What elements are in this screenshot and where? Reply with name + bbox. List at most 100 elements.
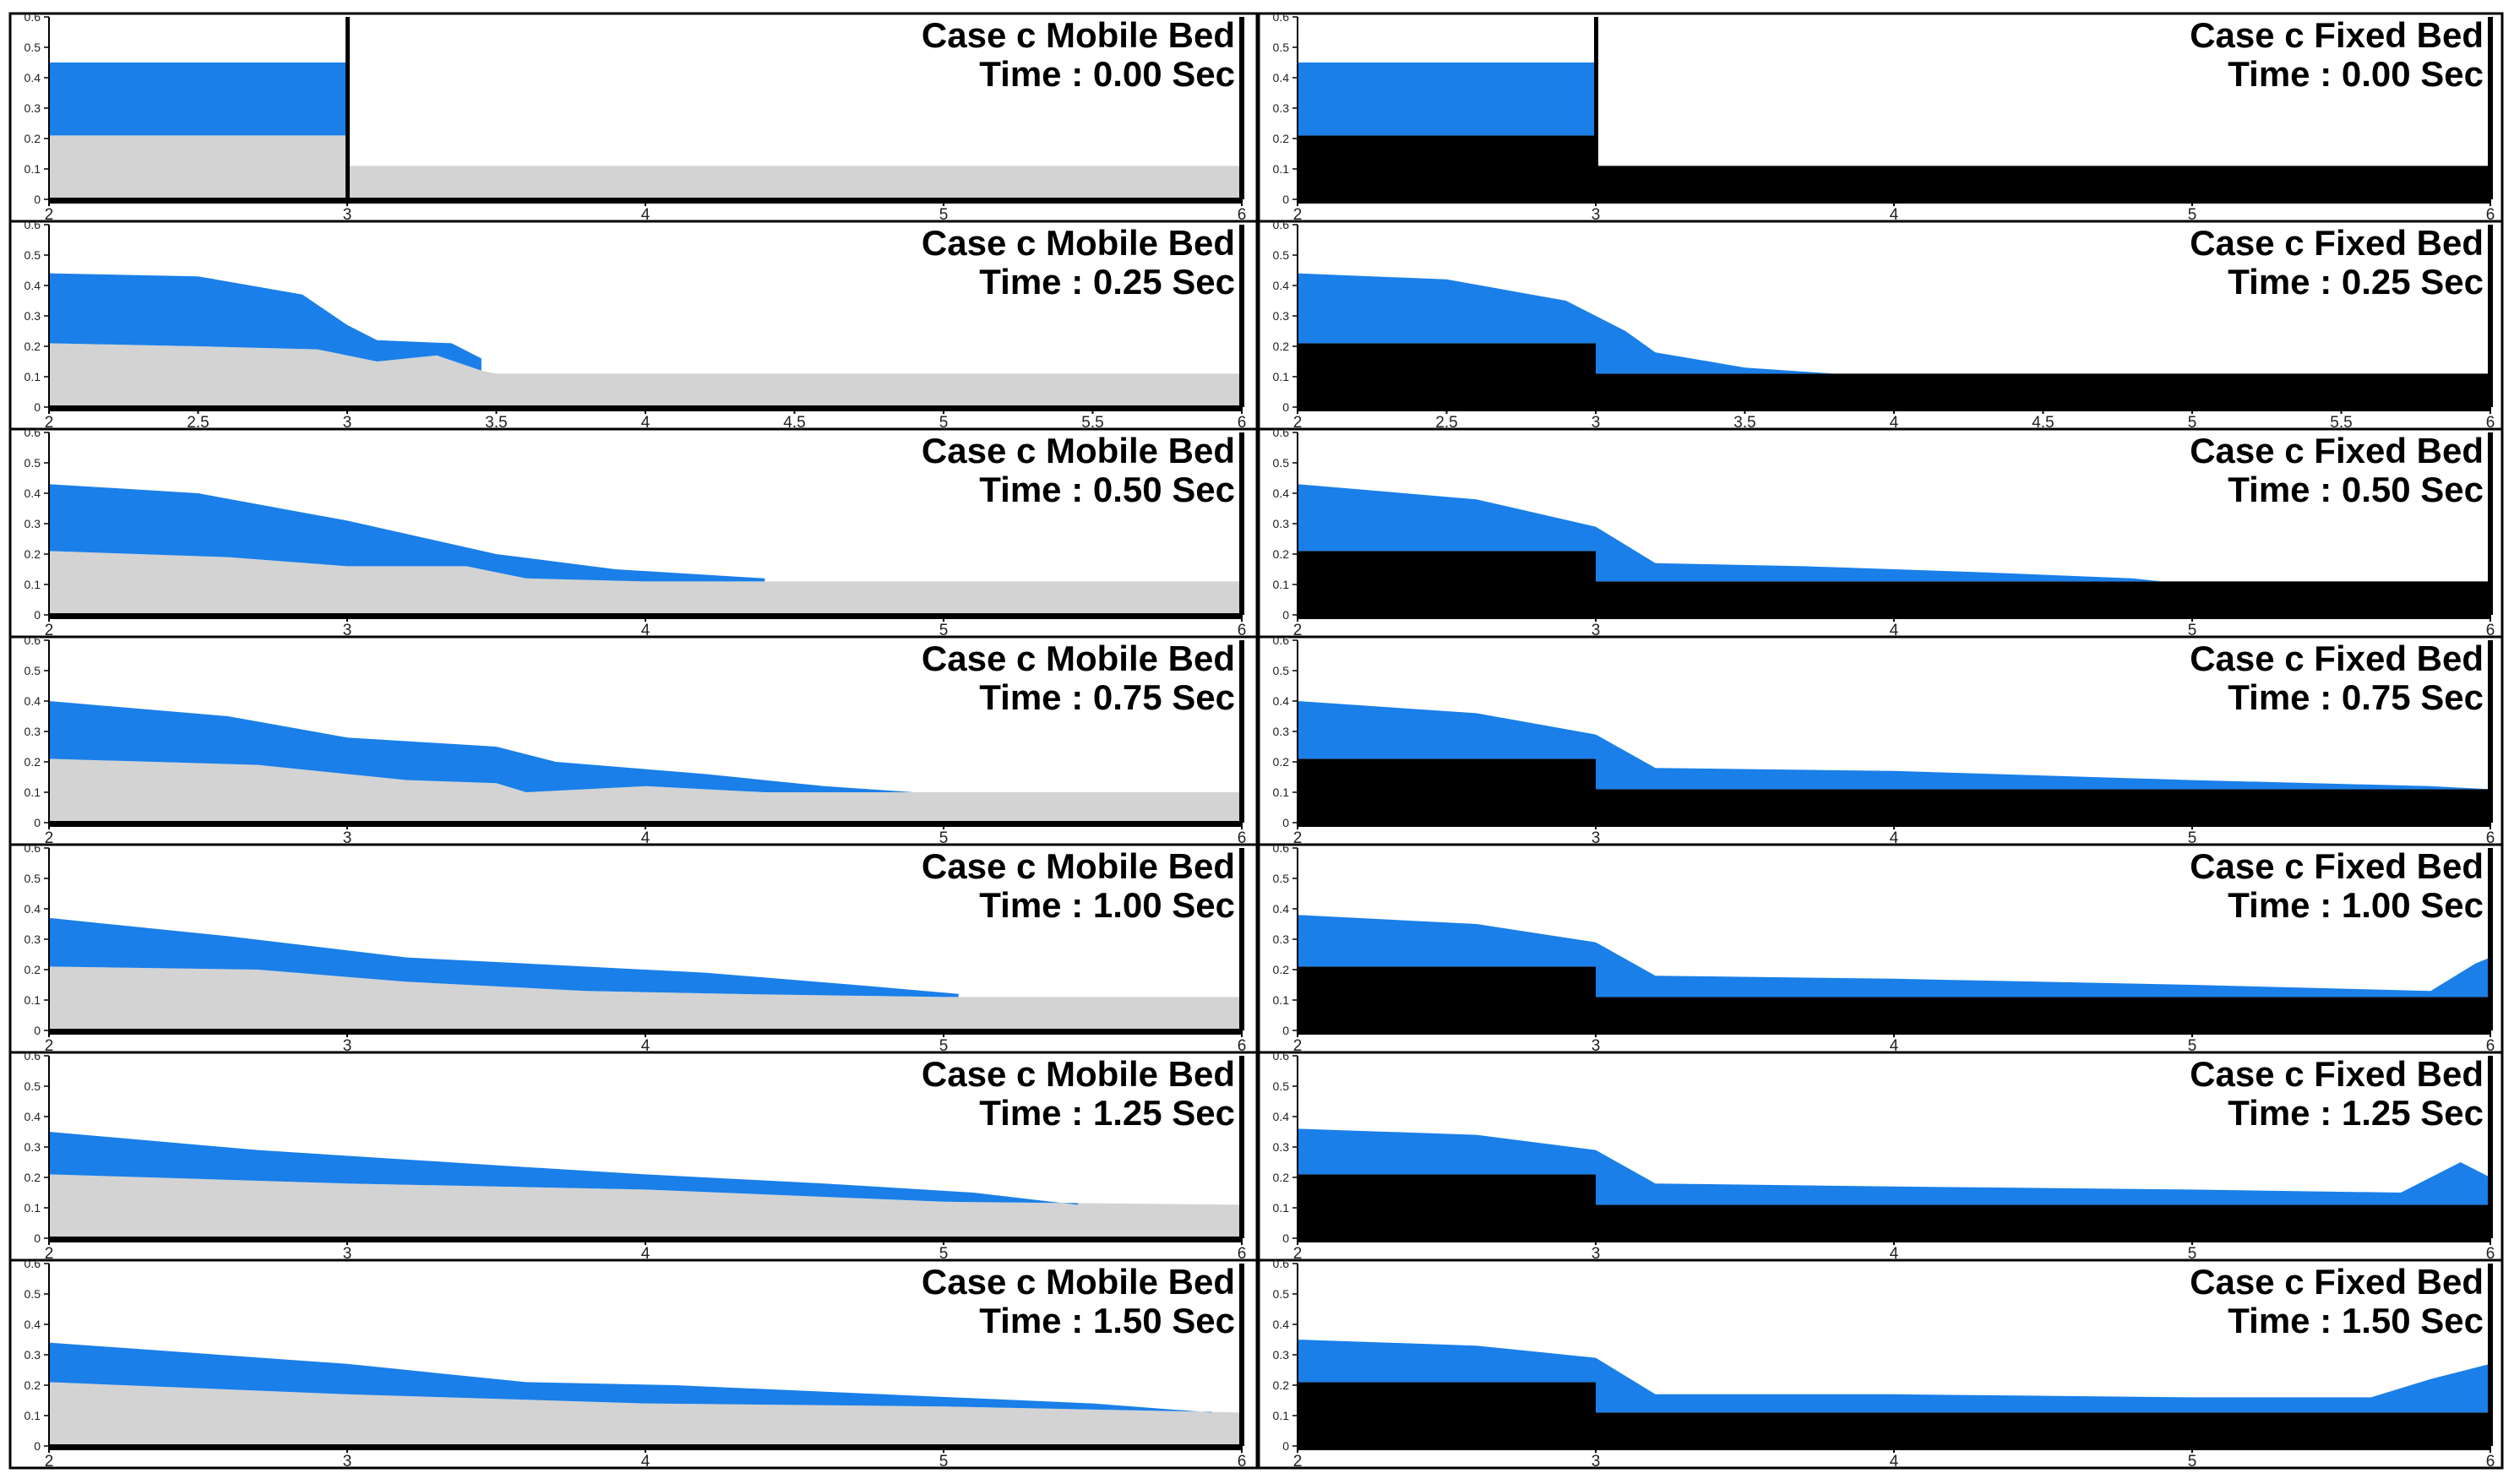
x-tick-label: 4 bbox=[641, 829, 650, 847]
x-tick-label: 3 bbox=[343, 414, 352, 432]
mobile-bed-sediment bbox=[49, 551, 1242, 615]
x-tick-label: 5 bbox=[939, 1453, 949, 1470]
case-label: Case c Fixed Bed bbox=[2190, 223, 2484, 263]
x-tick-label: 3 bbox=[1592, 1245, 1601, 1263]
time-label: Time : 1.25 Sec bbox=[2228, 1093, 2484, 1133]
y-tick-label: 0.3 bbox=[24, 1348, 41, 1362]
y-tick-label: 0.2 bbox=[24, 340, 41, 353]
y-tick-label: 0.5 bbox=[1273, 1287, 1290, 1301]
x-tick-label: 4 bbox=[641, 414, 650, 432]
x-tick-label: 3 bbox=[343, 1453, 352, 1470]
y-tick-label: 0 bbox=[34, 816, 41, 829]
x-tick-label: 2 bbox=[1293, 1245, 1303, 1263]
y-tick-label: 0.6 bbox=[1273, 426, 1290, 439]
x-tick-label: 5 bbox=[2188, 206, 2197, 224]
y-tick-label: 0.6 bbox=[1273, 633, 1290, 647]
y-tick-label: 0 bbox=[1282, 1231, 1289, 1245]
x-tick-label: 3 bbox=[1592, 1453, 1601, 1470]
y-tick-label: 0.5 bbox=[24, 1287, 41, 1301]
case-label: Case c Mobile Bed bbox=[922, 639, 1235, 678]
x-tick-label: 4 bbox=[641, 1245, 650, 1263]
panel-mobile-row-4: 0 0.1 0.2 0.3 0.4 0.5 0.6 2 3 4 5 6 Case c Mobile Be… bbox=[8, 841, 1259, 1055]
x-tick-label: 4 bbox=[641, 206, 650, 224]
x-tick-label: 5 bbox=[939, 414, 949, 432]
x-tick-label: 6 bbox=[2486, 829, 2495, 847]
y-tick-label: 0.4 bbox=[24, 279, 41, 292]
x-tick-label: 5 bbox=[2188, 1245, 2197, 1263]
x-tick-label: 5.5 bbox=[2330, 414, 2352, 432]
y-tick-label: 0.3 bbox=[1273, 101, 1290, 115]
y-tick-label: 0.1 bbox=[1273, 578, 1290, 591]
panel-fixed-row-1: 0 0.1 0.2 0.3 0.4 0.5 0.6 2 2.5 3 3.5 4 4.5 5 5.5 6 Case… bbox=[1257, 218, 2504, 432]
y-tick-label: 0.1 bbox=[24, 785, 41, 799]
x-tick-label: 4.5 bbox=[783, 414, 805, 432]
y-tick-label: 0.2 bbox=[24, 547, 41, 561]
water-body bbox=[1298, 701, 2490, 790]
time-label: Time : 0.25 Sec bbox=[2228, 262, 2484, 302]
channel-end-wall bbox=[1239, 1264, 1244, 1446]
y-tick-label: 0.3 bbox=[1273, 932, 1290, 946]
time-label: Time : 0.50 Sec bbox=[2228, 470, 2484, 509]
x-tick-label: 3 bbox=[1592, 622, 1601, 639]
time-label: Time : 1.50 Sec bbox=[2228, 1301, 2484, 1340]
panel-fixed-row-4: 0 0.1 0.2 0.3 0.4 0.5 0.6 2 3 4 5 6 Case c Fixed Bed… bbox=[1257, 841, 2504, 1055]
time-label: Time : 1.25 Sec bbox=[979, 1093, 1235, 1133]
y-tick-label: 0.6 bbox=[1273, 218, 1290, 231]
y-tick-label: 0 bbox=[1282, 1024, 1289, 1037]
case-label: Case c Mobile Bed bbox=[922, 431, 1235, 470]
y-tick-label: 0.1 bbox=[1273, 370, 1290, 383]
case-label: Case c Fixed Bed bbox=[2190, 431, 2484, 470]
channel-end-wall bbox=[1239, 17, 1244, 199]
y-tick-label: 0 bbox=[34, 193, 41, 206]
y-tick-label: 0.5 bbox=[24, 872, 41, 885]
y-tick-label: 0.1 bbox=[24, 993, 41, 1007]
y-tick-label: 0.3 bbox=[24, 517, 41, 530]
case-label: Case c Mobile Bed bbox=[922, 1262, 1235, 1302]
y-tick-label: 0.1 bbox=[1273, 162, 1290, 176]
y-tick-label: 0 bbox=[1282, 400, 1289, 414]
x-tick-label: 6 bbox=[1238, 622, 1247, 639]
x-tick-label: 5 bbox=[2188, 829, 2197, 847]
y-tick-label: 0.2 bbox=[1273, 755, 1290, 769]
x-tick-label: 5 bbox=[2188, 414, 2197, 432]
x-tick-label: 4 bbox=[641, 1037, 650, 1055]
y-tick-label: 0.2 bbox=[24, 132, 41, 145]
y-tick-label: 0 bbox=[1282, 816, 1289, 829]
x-tick-label: 3 bbox=[1592, 1037, 1601, 1055]
channel-end-wall bbox=[2488, 640, 2493, 823]
channel-end-wall bbox=[2488, 225, 2493, 407]
y-tick-label: 0.1 bbox=[1273, 993, 1290, 1007]
x-tick-label: 2 bbox=[1293, 414, 1303, 432]
y-tick-label: 0.2 bbox=[1273, 132, 1290, 145]
y-tick-label: 0.2 bbox=[1273, 1171, 1290, 1184]
y-tick-label: 0.5 bbox=[24, 1079, 41, 1093]
case-label: Case c Fixed Bed bbox=[2190, 1054, 2484, 1094]
x-tick-label: 6 bbox=[2486, 1245, 2495, 1263]
y-tick-label: 0.3 bbox=[24, 309, 41, 323]
case-label: Case c Fixed Bed bbox=[2190, 846, 2484, 886]
x-tick-label: 2 bbox=[45, 829, 54, 847]
x-tick-label: 6 bbox=[1238, 1245, 1247, 1263]
panel-frame bbox=[1257, 1258, 2504, 1470]
y-tick-label: 0.3 bbox=[1273, 309, 1290, 323]
y-tick-label: 0.1 bbox=[24, 162, 41, 176]
y-tick-label: 0.4 bbox=[24, 71, 41, 84]
y-tick-label: 0 bbox=[34, 400, 41, 414]
time-label: Time : 1.50 Sec bbox=[979, 1301, 1235, 1340]
x-tick-label: 3 bbox=[343, 829, 352, 847]
time-label: Time : 0.00 Sec bbox=[2228, 54, 2484, 94]
x-tick-label: 2 bbox=[45, 622, 54, 639]
case-label: Case c Fixed Bed bbox=[2190, 1262, 2484, 1302]
y-tick-label: 0.3 bbox=[1273, 725, 1290, 738]
x-tick-label: 6 bbox=[2486, 1453, 2495, 1470]
x-tick-label: 5 bbox=[2188, 622, 2197, 639]
panel-fixed-row-6: 0 0.1 0.2 0.3 0.4 0.5 0.6 2 3 4 5 6 Case c Fixed Bed… bbox=[1257, 1257, 2504, 1470]
x-tick-label: 4 bbox=[1890, 1453, 1899, 1470]
y-tick-label: 0.5 bbox=[1273, 664, 1290, 677]
x-tick-label: 2 bbox=[1293, 1453, 1303, 1470]
y-tick-label: 0 bbox=[1282, 193, 1289, 206]
water-body bbox=[49, 1132, 1078, 1205]
x-tick-label: 5 bbox=[939, 622, 949, 639]
y-tick-label: 0 bbox=[1282, 1439, 1289, 1453]
